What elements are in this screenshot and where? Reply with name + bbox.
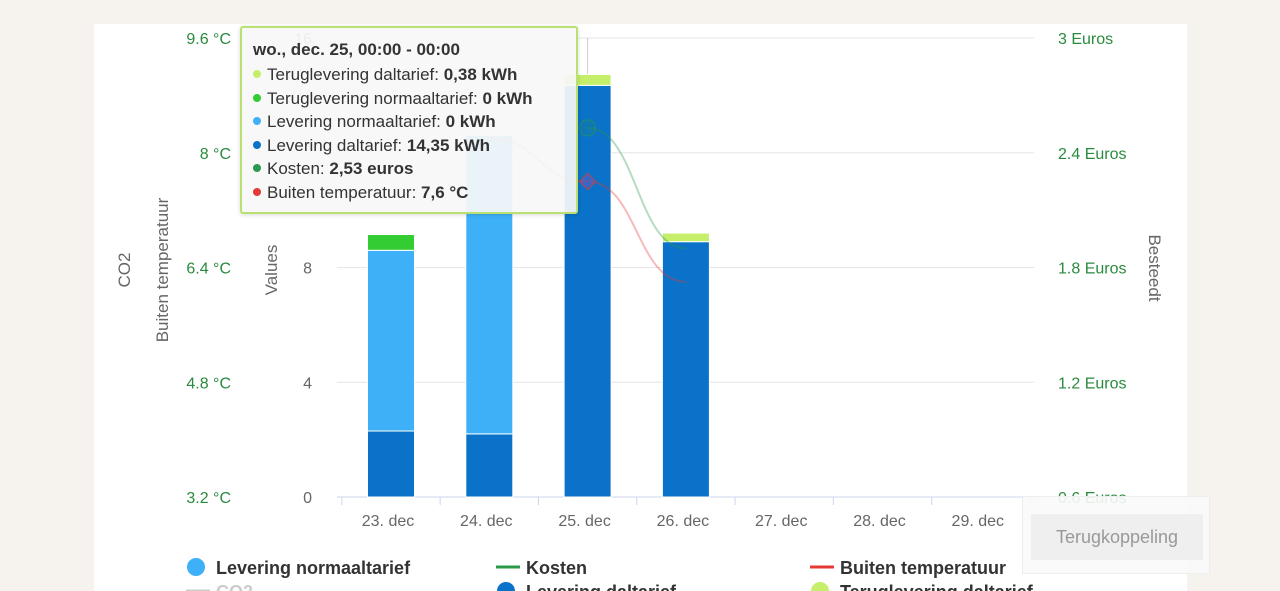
feedback-panel: Terugkoppeling [1022, 496, 1210, 574]
tooltip-dot [253, 117, 261, 125]
y-tick-label-temp: 9.6 °C [186, 31, 231, 48]
legend-label: CO2 [216, 582, 253, 591]
tooltip-label: Levering normaaltarief: [267, 112, 446, 131]
tooltip-label: Teruglevering daltarief: [267, 65, 444, 84]
legend-item: Levering normaaltarief [187, 558, 411, 578]
x-tick-label: 25. dec [558, 513, 610, 530]
legend-item: Teruglevering daltarief [811, 582, 1034, 591]
line-kosten [587, 126, 686, 250]
y-tick-label-euros: 1.2 Euros [1058, 375, 1126, 392]
legend-label: Levering daltarief [526, 582, 677, 591]
tooltip-label: Kosten: [267, 159, 330, 178]
x-tick-label: 27. dec [755, 513, 807, 530]
bar-teruglevering-daltarief [661, 232, 710, 243]
legend-label: Teruglevering daltarief [840, 582, 1034, 591]
y-tick-label-values: 0 [303, 490, 312, 507]
marker-kosten [578, 119, 597, 137]
bar-levering-daltarief [465, 433, 514, 498]
tooltip-dot [253, 140, 261, 149]
y-tick-label-temp: 3.2 °C [186, 490, 231, 507]
y-axis-title-temp: Buiten temperatuur [153, 197, 172, 342]
y-tick-label-temp: 6.4 °C [186, 261, 231, 278]
chart-tooltip: wo., dec. 25, 00:00 - 00:00 Terugleverin… [240, 26, 578, 214]
tooltip-dot [253, 93, 261, 102]
y-tick-label-values: 8 [303, 261, 312, 278]
legend-symbol [187, 558, 205, 576]
tooltip-row: Levering daltarief: 14,35 kWh [253, 134, 566, 158]
bar-levering-daltarief [661, 241, 710, 498]
tooltip-value: 14,35 kWh [406, 135, 491, 155]
feedback-button[interactable]: Terugkoppeling [1031, 514, 1203, 560]
legend-item: CO2 [186, 582, 253, 591]
tooltip-label: Buiten temperatuur: [267, 182, 422, 202]
tooltip-value: 7,6 °C [421, 182, 469, 202]
y-tick-label-euros: 1.8 Euros [1058, 261, 1126, 278]
y-axis-title-co2: CO2 [115, 253, 134, 288]
tooltip-value: 0,38 kWh [443, 65, 518, 84]
legend-label: Kosten [526, 558, 587, 578]
bar-teruglevering-normaaltarief [367, 234, 415, 251]
bar-levering-daltarief [367, 430, 415, 498]
legend-symbol [811, 582, 829, 591]
x-tick-label: 24. dec [460, 513, 512, 530]
legend-label: Buiten temperatuur [840, 558, 1006, 578]
y-tick-label-euros: 2.4 Euros [1058, 146, 1126, 163]
tooltip-row: Teruglevering daltarief: 0,38 kWh [253, 63, 566, 87]
tooltip-dot [253, 187, 261, 196]
tooltip-row: Levering normaaltarief: 0 kWh [253, 110, 566, 134]
x-tick-label: 29. dec [952, 513, 1004, 530]
legend-item: Buiten temperatuur [810, 558, 1006, 578]
marker-temp [578, 172, 597, 191]
tooltip-dot [253, 164, 261, 172]
tooltip-row: Teruglevering normaaltarief: 0 kWh [253, 87, 566, 111]
y-tick-label-temp: 8 °C [200, 146, 231, 163]
tooltip-label: Teruglevering normaaltarief: [267, 88, 483, 108]
x-tick-label: 28. dec [853, 513, 905, 530]
tooltip-value: 0 kWh [482, 88, 533, 108]
bar-levering-normaaltarief [367, 249, 415, 432]
x-tick-label: 23. dec [362, 513, 414, 530]
tooltip-value: 2,53 euros [329, 159, 414, 178]
legend-label: Levering normaaltarief [216, 558, 411, 578]
x-tick-label: 26. dec [657, 513, 709, 530]
y-tick-label-values: 4 [303, 375, 312, 392]
tooltip-title: wo., dec. 25, 00:00 - 00:00 [253, 40, 460, 59]
tooltip-dot [253, 70, 261, 78]
y-tick-label-temp: 4.8 °C [186, 375, 231, 392]
legend-item: Levering daltarief [497, 582, 677, 591]
legend-symbol [497, 582, 515, 591]
y-tick-label-euros: 3 Euros [1058, 31, 1113, 48]
tooltip-row: Kosten: 2,53 euros [253, 157, 566, 181]
tooltip-row: Buiten temperatuur: 7,6 °C [253, 181, 566, 205]
tooltip-value: 0 kWh [445, 112, 496, 131]
y-axis-title-values: Values [262, 245, 281, 296]
legend-item: Kosten [496, 558, 587, 578]
tooltip-label: Levering daltarief: [267, 135, 407, 155]
y-axis-title-besteedt: Besteedt [1145, 234, 1164, 301]
